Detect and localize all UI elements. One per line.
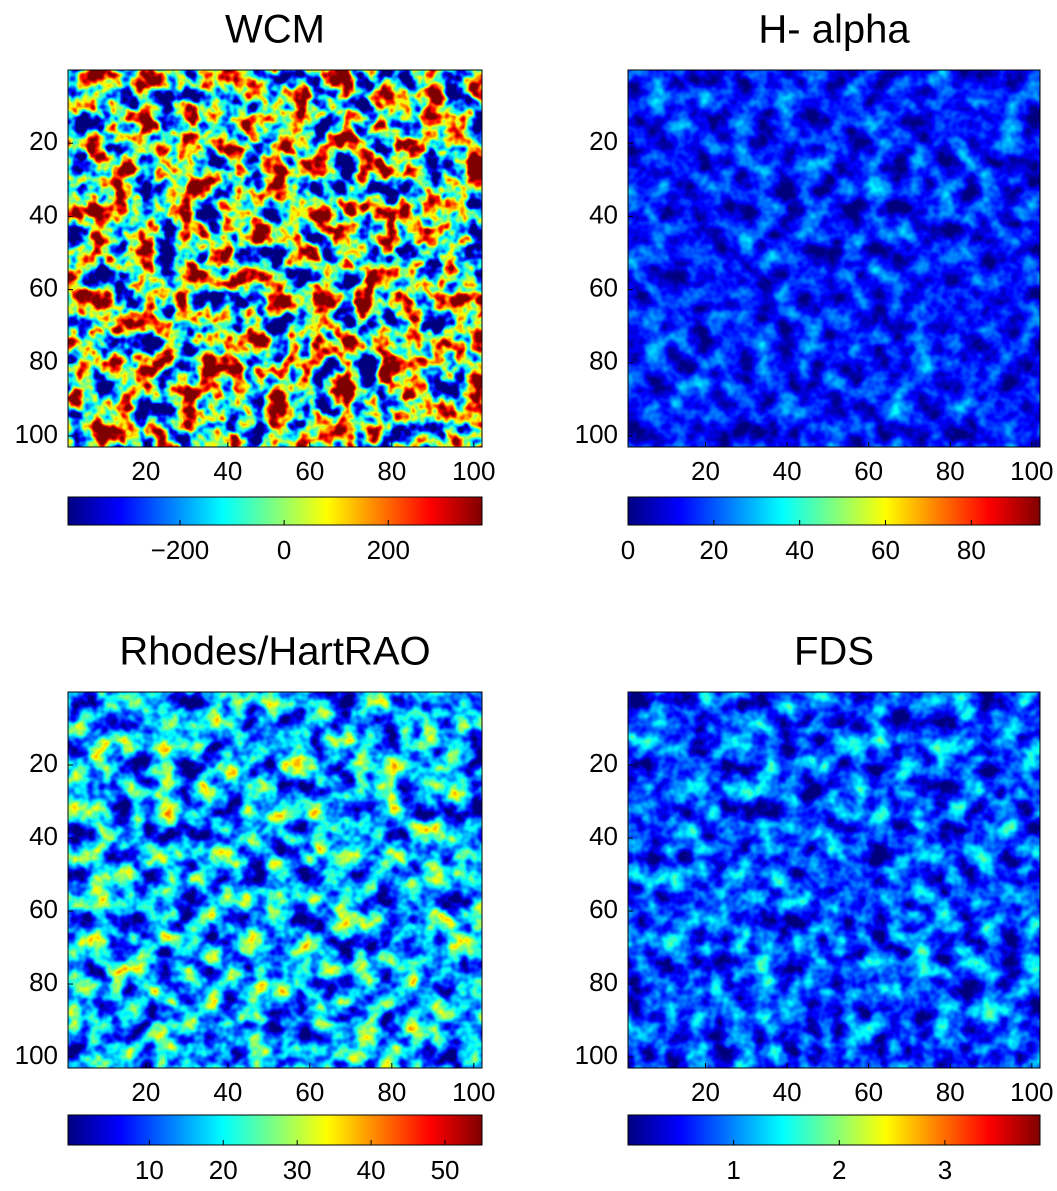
image (628, 692, 1040, 1068)
colorbar-tick-label: 10 (135, 1155, 164, 1185)
colorbar-tick-label: 200 (367, 535, 410, 565)
colorbar-tick-label: 60 (871, 535, 900, 565)
y-tick-label: 20 (29, 126, 58, 156)
colorbar-tick-label: 80 (957, 535, 986, 565)
colorbar-tick-label: 0 (277, 535, 291, 565)
y-tick-label: 40 (589, 199, 618, 229)
x-tick-label: 60 (295, 456, 324, 486)
axes-frame (627, 691, 1041, 1069)
y-tick-label: 20 (589, 748, 618, 778)
x-tick-label: 40 (773, 456, 802, 486)
panel-title: H- alpha (758, 8, 910, 52)
colorbar-tick-label: 50 (431, 1155, 460, 1185)
x-tick-label: 100 (452, 1077, 495, 1107)
x-tick-label: 80 (936, 456, 965, 486)
colorbar (627, 496, 1041, 526)
x-tick-label: 100 (1010, 1077, 1053, 1107)
axes-frame (627, 69, 1041, 448)
y-tick-label: 100 (15, 419, 58, 449)
axes-frame (67, 69, 483, 448)
x-tick-label: 40 (213, 1077, 242, 1107)
y-tick-label: 60 (29, 894, 58, 924)
colorbar-tick-label: 30 (283, 1155, 312, 1185)
colorbar-tick-label: 20 (209, 1155, 238, 1185)
x-tick-label: 60 (854, 456, 883, 486)
x-tick-label: 20 (131, 1077, 160, 1107)
colorbar-tick-label: 0 (621, 535, 635, 565)
panel-title: Rhodes/HartRAO (119, 630, 430, 674)
image (68, 70, 482, 447)
x-tick-label: 80 (377, 1077, 406, 1107)
image (68, 692, 482, 1068)
y-tick-label: 80 (589, 346, 618, 376)
x-tick-label: 20 (131, 456, 160, 486)
y-tick-label: 80 (29, 346, 58, 376)
x-tick-label: 100 (1010, 456, 1053, 486)
colorbar (67, 496, 483, 526)
x-tick-label: 60 (854, 1077, 883, 1107)
y-tick-label: 40 (29, 199, 58, 229)
y-tick-label: 100 (575, 419, 618, 449)
y-tick-label: 20 (29, 748, 58, 778)
colorbar-tick-label: 20 (699, 535, 728, 565)
y-tick-label: 60 (589, 894, 618, 924)
image (628, 70, 1040, 447)
y-tick-label: 60 (589, 272, 618, 302)
colorbar-tick-label: 40 (357, 1155, 386, 1185)
x-tick-label: 40 (773, 1077, 802, 1107)
axes-frame (67, 691, 483, 1069)
x-tick-label: 80 (936, 1077, 965, 1107)
colorbar-tick-label: 1 (726, 1155, 740, 1185)
y-tick-label: 100 (15, 1040, 58, 1070)
x-tick-label: 40 (213, 456, 242, 486)
colorbar (627, 1114, 1041, 1146)
x-tick-label: 20 (691, 1077, 720, 1107)
x-tick-label: 60 (295, 1077, 324, 1107)
colorbar-tick-label: 2 (832, 1155, 846, 1185)
panel-title: WCM (225, 8, 325, 52)
y-tick-label: 60 (29, 272, 58, 302)
y-tick-label: 80 (29, 967, 58, 997)
x-tick-label: 100 (452, 456, 495, 486)
y-tick-label: 80 (589, 967, 618, 997)
y-tick-label: 40 (29, 821, 58, 851)
x-tick-label: 80 (377, 456, 406, 486)
y-tick-label: 20 (589, 126, 618, 156)
colorbar (67, 1114, 483, 1146)
y-tick-label: 100 (575, 1040, 618, 1070)
y-tick-label: 40 (589, 821, 618, 851)
colorbar-tick-label: 3 (938, 1155, 952, 1185)
x-tick-label: 20 (691, 456, 720, 486)
colorbar-tick-label: −200 (151, 535, 210, 565)
panel-title: FDS (794, 630, 874, 674)
colorbar-tick-label: 40 (785, 535, 814, 565)
